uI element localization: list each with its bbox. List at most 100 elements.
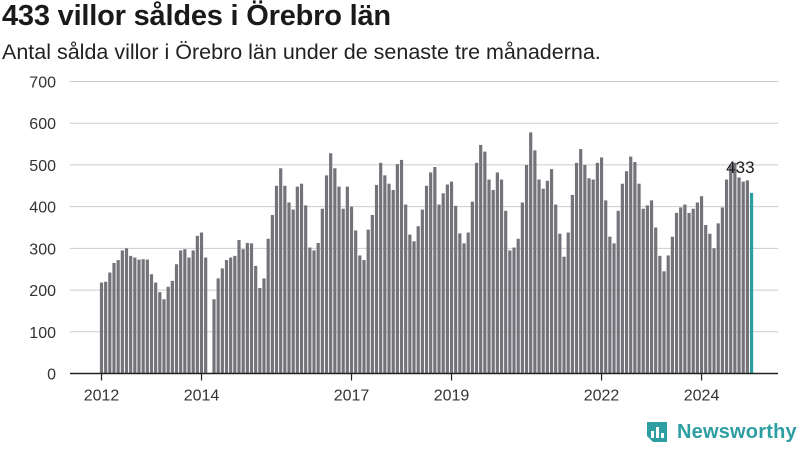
x-tick-label: 2019 (434, 388, 470, 405)
bar (462, 243, 466, 374)
bar (245, 242, 249, 374)
bar (391, 189, 395, 374)
bar (441, 193, 445, 374)
bar (316, 242, 320, 374)
bars (99, 132, 754, 374)
bar (529, 132, 533, 374)
bar (729, 164, 733, 374)
bar (633, 162, 637, 374)
bar (641, 208, 645, 374)
bar (333, 168, 337, 374)
y-tick-label: 300 (29, 241, 56, 258)
bar (537, 179, 541, 374)
bar (458, 233, 462, 374)
bar (474, 162, 479, 374)
bar (291, 209, 295, 374)
y-tick-label: 200 (29, 283, 56, 300)
bar (199, 232, 204, 374)
x-tick-label: 2014 (184, 388, 220, 405)
bar (304, 205, 308, 374)
bar (699, 196, 704, 374)
y-axis-ticks: 0 100 200 300 400 500 600 700 (29, 75, 56, 384)
bar (362, 260, 366, 374)
bar (508, 250, 512, 374)
bar (691, 208, 695, 374)
bar (620, 183, 624, 374)
bar (745, 180, 749, 374)
bar (737, 177, 741, 374)
bar (274, 185, 279, 374)
chart-subtitle: Antal sålda villor i Örebro län under de… (2, 40, 601, 64)
bar (162, 299, 166, 374)
bar (124, 248, 129, 374)
bar (545, 180, 549, 374)
bar (679, 207, 683, 374)
bar (666, 255, 670, 374)
bar (404, 204, 408, 374)
bar (408, 234, 412, 374)
bar (399, 159, 404, 374)
bar (424, 185, 429, 374)
bar (741, 181, 745, 374)
bar (349, 206, 354, 374)
y-tick-label: 100 (29, 325, 56, 342)
bar (354, 230, 358, 374)
bar (258, 287, 262, 374)
bar (624, 171, 629, 374)
bar (145, 259, 149, 374)
bar (337, 186, 341, 374)
bar (687, 212, 691, 374)
bar (541, 188, 545, 374)
bar (629, 156, 633, 374)
bar (604, 200, 608, 374)
bar (308, 247, 312, 374)
bar (312, 250, 316, 374)
bar (579, 149, 583, 374)
bar (574, 162, 579, 374)
x-tick-label: 2012 (84, 388, 120, 405)
bar (320, 208, 324, 374)
y-tick-label: 500 (29, 158, 56, 175)
bar (108, 272, 112, 374)
bar (133, 257, 137, 374)
bar (591, 179, 595, 374)
bar (554, 204, 558, 374)
bar (283, 185, 287, 374)
bar (491, 189, 495, 374)
bar (662, 271, 666, 374)
bar (420, 209, 424, 374)
bar (649, 200, 654, 374)
bar (191, 250, 195, 374)
bar (104, 281, 108, 374)
bar (566, 232, 570, 374)
bar (237, 240, 241, 374)
y-tick-label: 700 (29, 75, 56, 92)
bar (220, 268, 224, 374)
bar (433, 167, 437, 374)
bar (224, 260, 229, 374)
bar (595, 162, 599, 374)
bar (495, 172, 499, 374)
bar (524, 164, 529, 374)
x-axis-ticks: 2012 2014 2017 2019 2022 2024 (84, 373, 719, 405)
bar (129, 255, 133, 374)
bar (637, 183, 641, 374)
bar (149, 274, 154, 374)
bar (616, 210, 620, 374)
bar (187, 257, 191, 374)
bar (654, 227, 658, 374)
bar (254, 265, 258, 374)
bar (299, 183, 304, 374)
bar (387, 183, 391, 374)
bar (570, 194, 574, 374)
bar (670, 236, 674, 374)
bar (166, 286, 170, 374)
bar (466, 232, 470, 374)
bar (608, 236, 612, 374)
bar (499, 179, 504, 374)
bar (549, 169, 554, 374)
bar-latest (749, 192, 754, 374)
bar (249, 243, 254, 374)
bar (583, 164, 587, 374)
